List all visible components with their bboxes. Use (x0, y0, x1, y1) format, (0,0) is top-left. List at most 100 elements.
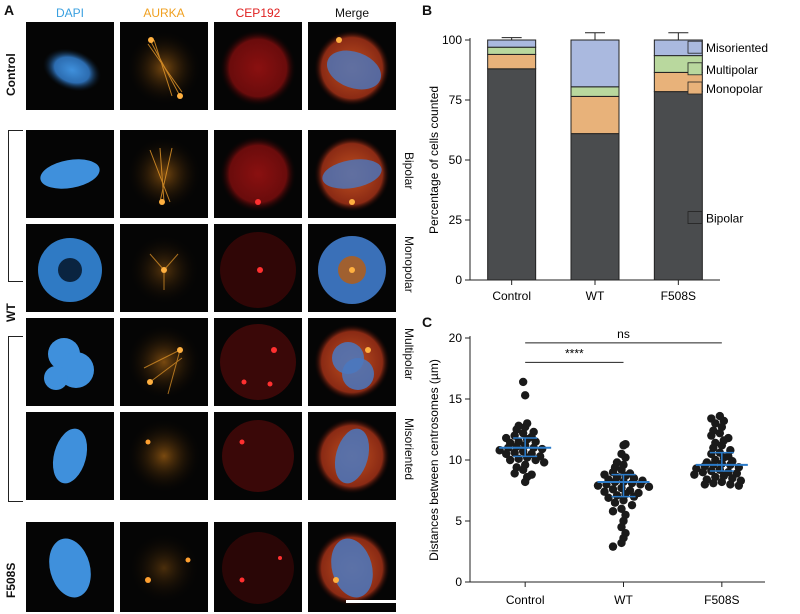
x-tick-label-f508s: F508S (704, 593, 739, 607)
legend-swatch-multipolar (687, 62, 703, 76)
data-point-wt (627, 500, 637, 510)
data-point-control (518, 377, 528, 387)
image-wt-misoriented-aurka (120, 412, 208, 500)
data-point-wt (617, 522, 626, 532)
data-point-wt (608, 542, 618, 551)
data-point-f508s (717, 441, 727, 450)
data-point-wt (621, 453, 630, 462)
legend-swatch-monopolar (687, 81, 703, 95)
bar-bipolar-wt (570, 133, 620, 281)
channel-cep192-label: CEP192 (235, 6, 281, 20)
bar-monopolar-wt (570, 95, 620, 135)
legend-label-monopolar: Monopolar (706, 82, 763, 96)
image-f508s-aurka (120, 522, 208, 612)
y-tick-label: 50 (449, 153, 463, 167)
y-tick-label: 0 (455, 575, 462, 589)
phenotype-label-misoriented: Misoriented (402, 418, 416, 481)
significance-label-wt: **** (565, 346, 584, 360)
image-control-cep192 (214, 22, 302, 110)
image-wt-multipolar-aurka (120, 318, 208, 406)
image-control-merge (308, 22, 396, 110)
data-point-wt (617, 504, 626, 513)
data-point-control (518, 428, 528, 438)
image-wt-monopolar-merge (308, 224, 396, 312)
bar-multipolar-wt (570, 86, 620, 97)
data-point-control (510, 448, 519, 457)
wt-bracket-lower (8, 336, 23, 502)
data-point-control (520, 391, 530, 400)
data-point-control (522, 453, 532, 462)
y-tick-label: 15 (449, 392, 463, 406)
panel-b-letter: B (422, 2, 433, 18)
y-axis-label: Percentage of cells counted (427, 86, 441, 234)
data-point-control (510, 469, 519, 478)
channel-merge-label: Merge (334, 6, 369, 20)
image-wt-monopolar-aurka (120, 224, 208, 312)
phenotype-label-multipolar: Multipolar (402, 328, 416, 381)
data-point-f508s (711, 419, 720, 428)
scale-bar (346, 600, 396, 603)
image-control-aurka (120, 22, 208, 110)
data-point-control (539, 458, 549, 467)
y-tick-label: 0 (455, 273, 462, 287)
data-point-wt (608, 485, 618, 494)
channel-dapi-label: DAPI (55, 6, 84, 20)
stacked-bar-chart: 0 25 50 75 100 Percentage of cells counted Con… (427, 32, 768, 303)
image-wt-multipolar-cep192 (214, 318, 302, 406)
data-point-wt (608, 507, 618, 516)
image-f508s-merge (308, 522, 396, 612)
data-point-f508s (707, 431, 716, 440)
phenotype-label-bipolar: Bipolar (402, 152, 416, 190)
data-point-wt (617, 538, 626, 548)
data-point-f508s (698, 468, 708, 477)
image-wt-monopolar-cep192 (214, 224, 302, 312)
bar-misoriented-wt (570, 39, 620, 88)
data-point-control (501, 449, 511, 459)
image-wt-misoriented-cep192 (214, 412, 302, 500)
panel-a-letter: A (4, 2, 15, 18)
y-tick-label: 20 (449, 331, 463, 345)
data-point-wt (610, 498, 620, 507)
bar-monopolar-control (487, 53, 537, 70)
legend-label-multipolar: Multipolar (706, 63, 758, 77)
data-point-wt (617, 465, 626, 474)
image-wt-bipolar-dapi (26, 130, 114, 218)
row-label-control: Control (4, 53, 18, 96)
y-tick-label: 25 (449, 213, 463, 227)
image-wt-misoriented-dapi (26, 412, 114, 500)
data-point-wt (600, 487, 609, 496)
data-point-control (520, 477, 530, 487)
wt-bracket-upper (8, 130, 23, 282)
image-control-dapi (26, 22, 114, 110)
phenotype-label-monopolar: Monopolar (402, 236, 416, 293)
y-tick-label: 5 (455, 514, 462, 528)
image-f508s-cep192 (214, 522, 302, 612)
image-f508s-dapi (26, 522, 114, 612)
legend-swatch-bipolar (687, 211, 703, 225)
data-point-wt (612, 491, 622, 500)
image-wt-bipolar-merge (308, 130, 396, 218)
y-tick-label: 10 (449, 453, 463, 467)
data-point-f508s (709, 478, 718, 488)
bar-bipolar-control (487, 68, 537, 281)
y-axis-label: Distances between centrosomes (µm) (427, 359, 441, 561)
data-point-control (537, 444, 547, 454)
row-label-wt: WT (4, 303, 18, 322)
data-point-wt (619, 496, 628, 505)
data-point-f508s (707, 449, 716, 459)
significance-label-f508s: ns (617, 327, 630, 341)
data-point-f508s (715, 428, 725, 438)
data-point-f508s (690, 470, 699, 479)
data-point-wt (644, 482, 654, 492)
data-point-control (505, 455, 515, 465)
image-wt-bipolar-aurka (120, 130, 208, 218)
image-wt-bipolar-cep192 (214, 130, 302, 218)
data-point-f508s (700, 480, 710, 489)
channel-aurka-label: AURKA (143, 6, 185, 20)
image-wt-multipolar-merge (308, 318, 396, 406)
x-tick-label-control: Control (506, 593, 545, 607)
legend-label-misoriented: Misoriented (706, 41, 768, 55)
panel-c-letter: C (422, 314, 433, 330)
image-wt-monopolar-dapi (26, 224, 114, 312)
x-tick-label-wt: WT (586, 289, 605, 303)
